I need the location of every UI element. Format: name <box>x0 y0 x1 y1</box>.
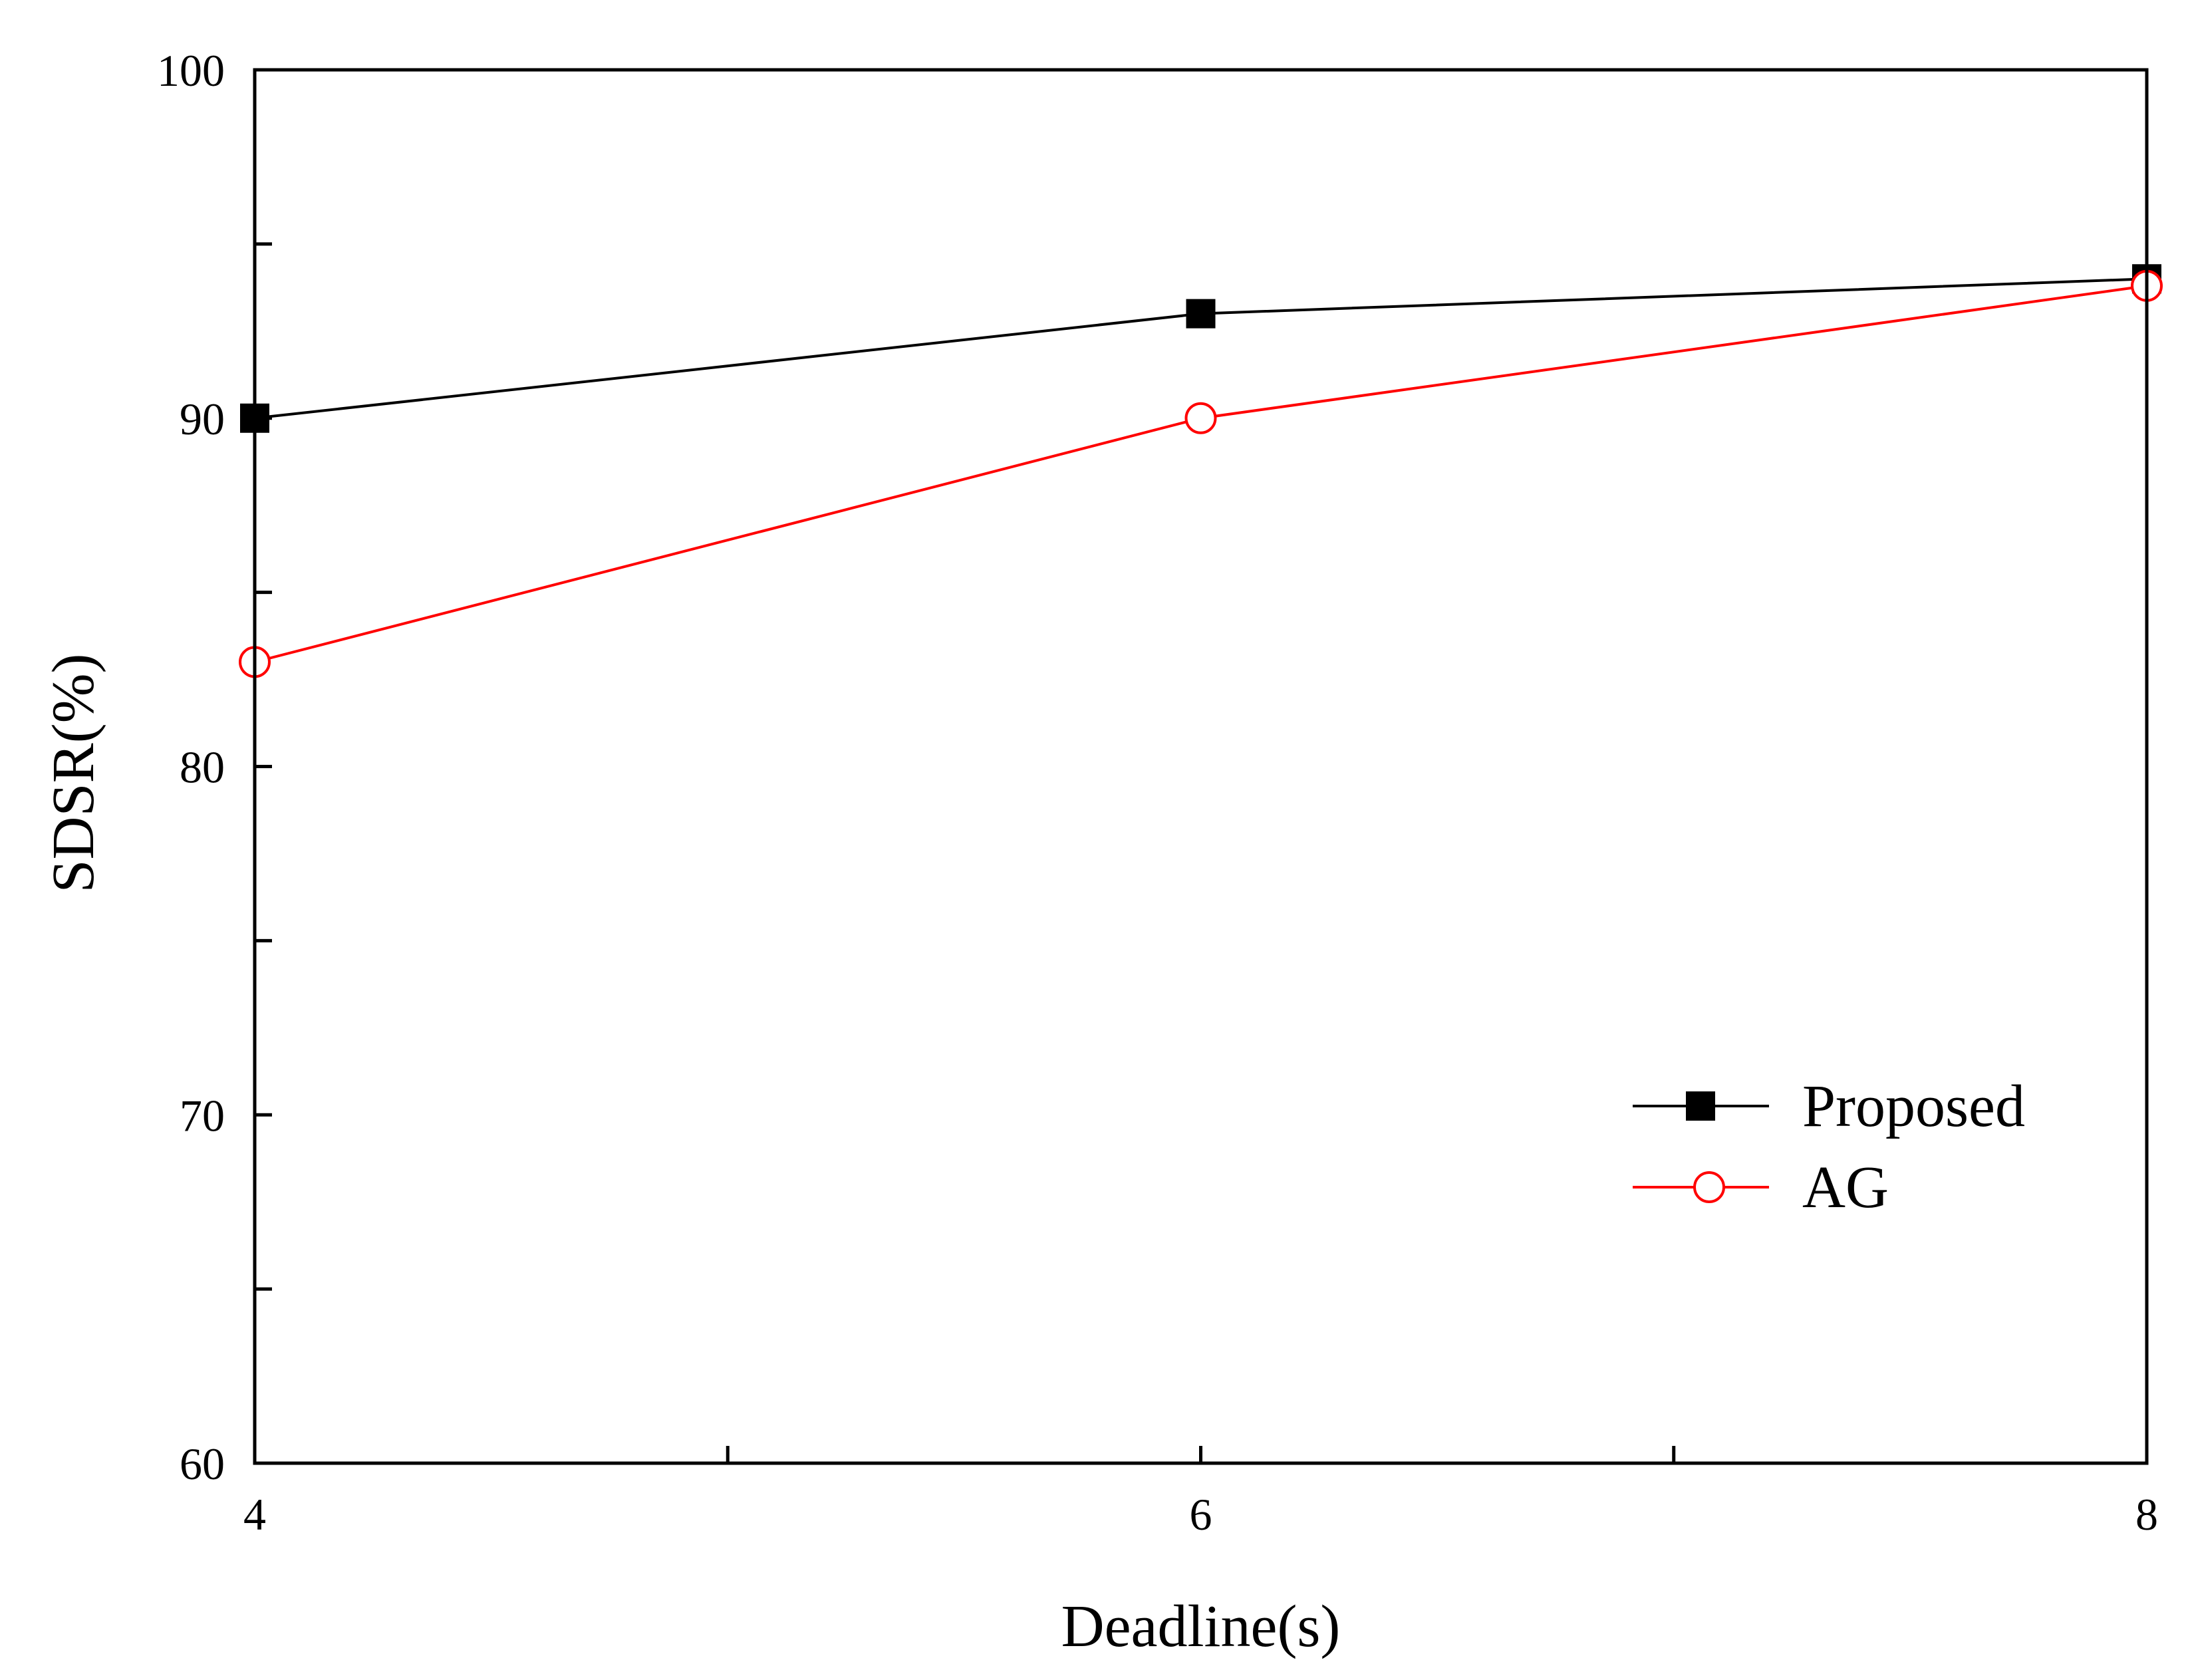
y-tick-label: 60 <box>180 1439 225 1489</box>
data-point-ag <box>1184 402 1217 434</box>
legend-label-proposed: Proposed <box>1802 1073 2025 1139</box>
legend-label-ag: AG <box>1802 1155 1889 1220</box>
series-line-ag <box>254 284 2147 664</box>
labels-layer: Deadline(s) SDSR(%) 60 70 80 90 100 4 6 8 <box>41 45 2158 1659</box>
series-layer <box>239 264 2163 678</box>
legend-marker-ag <box>1693 1171 1725 1203</box>
x-tick-label: 6 <box>1190 1489 1212 1540</box>
x-axis-title: Deadline(s) <box>1061 1594 1341 1659</box>
y-tick-label: 80 <box>180 742 225 793</box>
y-axis-title: SDSR(%) <box>41 653 106 893</box>
y-tick-label: 70 <box>180 1090 225 1141</box>
y-tick-label: 90 <box>180 394 225 444</box>
legend: Proposed AG <box>1633 1073 2025 1220</box>
x-tick-label: 4 <box>243 1489 266 1540</box>
data-point-proposed <box>1186 299 1216 329</box>
ticks-layer <box>253 68 2149 1465</box>
plot-frame <box>253 68 2149 1465</box>
legend-marker-proposed <box>1686 1091 1715 1121</box>
y-tick-label: 100 <box>157 45 225 96</box>
x-tick-label: 8 <box>2135 1489 2158 1540</box>
